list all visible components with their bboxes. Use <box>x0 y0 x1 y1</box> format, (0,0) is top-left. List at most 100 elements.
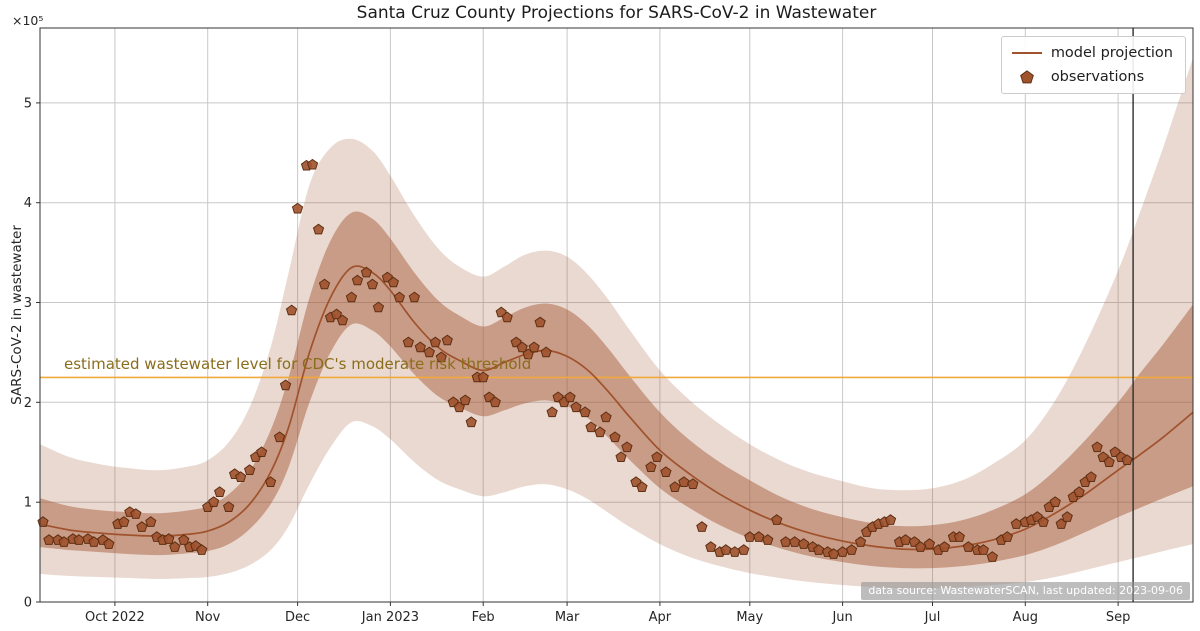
x-axis: Oct 2022 Nov Dec Jan 2023 Feb Mar Apr May Jun Jul… <box>85 602 1130 625</box>
observation-marker <box>687 478 699 489</box>
data-source-note: data source: WastewaterSCAN, last update… <box>861 582 1190 600</box>
observation-marker <box>884 514 897 525</box>
threshold-label: estimated wastewater level for CDC's mod… <box>64 355 532 373</box>
x-tick-label: Nov <box>195 610 221 625</box>
observation-marker <box>1049 496 1061 507</box>
observation-marker <box>223 501 235 512</box>
observation-marker <box>414 341 426 353</box>
observation-marker <box>771 514 783 525</box>
observation-marker <box>660 466 672 477</box>
observation-marker <box>899 534 912 545</box>
observation-marker <box>669 481 681 492</box>
model-projection-line <box>39 265 1194 551</box>
observation-marker <box>501 311 513 323</box>
observation-marker <box>372 301 385 313</box>
observation-marker <box>594 426 606 438</box>
observation-marker <box>938 541 951 552</box>
observation-marker <box>953 531 965 542</box>
x-tick-label: Oct 2022 <box>85 610 145 625</box>
observation-marker <box>1061 511 1073 522</box>
outer-confidence-band <box>40 57 1193 589</box>
observation-marker <box>336 314 349 326</box>
legend-label-observations: observations <box>1050 69 1145 85</box>
observation-marker <box>1073 486 1085 497</box>
observation-marker <box>1121 454 1133 465</box>
observation-marker <box>846 544 858 555</box>
observation-marker <box>854 536 867 547</box>
observation-marker <box>600 411 612 423</box>
observation-marker <box>285 304 298 316</box>
observation-marker <box>208 496 220 507</box>
observations <box>37 158 1133 562</box>
observation-marker <box>429 336 441 348</box>
observation-marker <box>387 276 399 288</box>
chart-title: Santa Cruz County Projections for SARS-C… <box>356 3 877 23</box>
observation-marker <box>196 544 208 555</box>
observation-marker <box>145 516 157 527</box>
observation-marker <box>696 521 708 532</box>
x-tick-label: Apr <box>649 610 672 625</box>
x-tick-label: Jul <box>924 610 941 625</box>
observation-marker <box>459 394 471 406</box>
observation-marker <box>1103 456 1115 467</box>
x-tick-label: Feb <box>472 610 495 625</box>
observation-marker <box>465 416 477 428</box>
observation-marker <box>441 334 453 346</box>
observation-marker <box>738 544 750 555</box>
observation-marker <box>753 531 765 542</box>
observation-marker <box>136 521 148 532</box>
observation-marker <box>118 516 130 527</box>
observation-marker <box>923 538 936 549</box>
observation-marker <box>516 341 528 353</box>
observation-marker <box>279 379 292 391</box>
observation-marker <box>163 533 175 544</box>
observation-marker <box>789 536 801 547</box>
observation-marker <box>169 541 181 552</box>
observation-marker <box>318 278 331 290</box>
y-tick-label: 1 <box>24 496 32 511</box>
x-tick-label: Mar <box>555 610 580 625</box>
observation-marker <box>256 446 268 457</box>
observation-marker <box>345 291 358 303</box>
observation-marker <box>1091 441 1103 453</box>
observation-marker <box>214 486 226 497</box>
observation-marker <box>423 346 435 358</box>
observation-marker <box>570 401 582 413</box>
legend: model projection observations <box>1000 36 1186 94</box>
observation-marker <box>798 538 810 549</box>
model-line-swatch <box>1011 52 1042 54</box>
observation-marker <box>762 534 774 545</box>
y-tick-label: 2 <box>24 396 32 411</box>
observation-marker <box>273 431 286 443</box>
observation-marker <box>615 451 627 462</box>
x-tick-label: Jan 2023 <box>361 610 419 625</box>
observation-marker <box>265 476 277 487</box>
observation-marker <box>645 461 657 472</box>
observation-marker <box>546 406 558 418</box>
y-axis-offset-text: ×10⁵ <box>12 13 44 28</box>
observation-marker <box>235 471 247 482</box>
pentagon-marker-icon <box>1012 70 1042 84</box>
observation-marker <box>986 551 998 562</box>
y-tick-label: 5 <box>24 96 32 111</box>
observation-marker <box>244 464 256 475</box>
observation-marker <box>1085 471 1097 482</box>
observation-marker <box>720 544 732 555</box>
x-tick-label: Aug <box>1013 610 1038 625</box>
observation-marker <box>351 274 364 286</box>
observation-marker <box>178 534 190 545</box>
observation-marker <box>651 451 663 462</box>
observation-marker <box>408 291 420 303</box>
observation-marker <box>962 541 974 552</box>
x-tick-label: Dec <box>285 610 310 625</box>
observation-marker <box>477 371 489 383</box>
observation-marker <box>402 336 414 348</box>
observation-marker <box>1037 516 1049 527</box>
y-tick-label: 0 <box>24 596 32 611</box>
y-tick-label: 4 <box>24 196 32 211</box>
legend-label-model: model projection <box>1050 45 1173 61</box>
observation-marker <box>130 508 142 519</box>
observation-marker <box>435 351 447 363</box>
observation-marker <box>366 278 379 290</box>
